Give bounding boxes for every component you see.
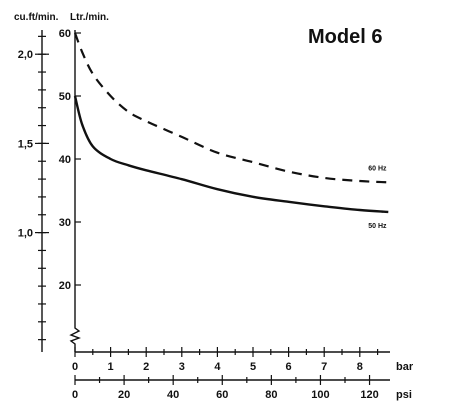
ltr-tick-label: 20 xyxy=(59,280,71,292)
ltr-unit-label: Ltr./min. xyxy=(70,12,109,23)
psi-unit-label: psi xyxy=(396,389,412,401)
bar-tick-label: 4 xyxy=(214,361,221,373)
ltr-tick-label: 50 xyxy=(59,91,71,103)
bar-ticks: 0 1 2 3 4 5 6 7 8 xyxy=(72,347,379,373)
ltr-tick-label: 30 xyxy=(59,217,71,229)
series-label: 50 Hz xyxy=(368,223,387,230)
ltr-ticks: 20 30 40 50 60 xyxy=(59,28,81,292)
cuft-tick-label: 1,0 xyxy=(18,228,33,240)
psi-ticks: 0 20 40 60 80 100 120 xyxy=(72,375,379,401)
cuft-minor-ticks xyxy=(38,35,46,341)
bar-tick-label: 3 xyxy=(179,361,185,373)
ltr-axis-line xyxy=(69,30,81,352)
series-lines xyxy=(73,32,389,214)
bar-tick-label: 5 xyxy=(250,361,256,373)
psi-tick-label: 120 xyxy=(360,389,378,401)
bar-tick-label: 7 xyxy=(321,361,327,373)
bar-unit-label: bar xyxy=(396,361,414,373)
psi-tick-label: 20 xyxy=(118,389,130,401)
ltr-tick-label: 40 xyxy=(59,154,71,166)
bar-tick-label: 2 xyxy=(143,361,149,373)
psi-tick-label: 100 xyxy=(311,389,329,401)
psi-tick-label: 60 xyxy=(216,389,228,401)
series-line-60hz xyxy=(73,32,389,184)
series-label: 60 Hz xyxy=(368,165,387,172)
bar-tick-label: 6 xyxy=(286,361,292,373)
cuft-unit-label: cu.ft/min. xyxy=(14,12,59,23)
cuft-major-ticks: 1,0 1,5 2,0 xyxy=(18,49,49,240)
psi-tick-label: 80 xyxy=(265,389,277,401)
bar-tick-label: 0 xyxy=(72,361,78,373)
cuft-tick-label: 1,5 xyxy=(18,138,33,150)
chart-title: Model 6 xyxy=(308,26,382,48)
series-labels: 60 Hz 50 Hz xyxy=(368,165,387,230)
psi-tick-label: 0 xyxy=(72,389,78,401)
bar-tick-label: 8 xyxy=(357,361,363,373)
ltr-tick-label: 60 xyxy=(59,28,71,40)
bar-tick-label: 1 xyxy=(108,361,114,373)
cuft-tick-label: 2,0 xyxy=(18,49,33,61)
psi-tick-label: 40 xyxy=(167,389,179,401)
series-line-50hz xyxy=(73,95,389,214)
